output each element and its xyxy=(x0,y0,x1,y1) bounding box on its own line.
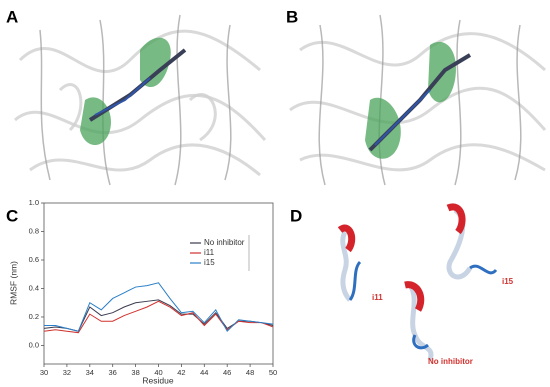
x-tick-label: 38 xyxy=(131,368,139,377)
panel-label: C xyxy=(6,206,18,225)
x-tick-label: 42 xyxy=(177,368,185,377)
x-tick-label: 40 xyxy=(154,368,162,377)
panel-label: B xyxy=(286,7,298,26)
legend-label: i11 xyxy=(204,248,215,257)
structure-label: No inhibitor xyxy=(428,357,473,366)
y-tick-label: 0.4 xyxy=(29,283,39,292)
x-tick-label: 32 xyxy=(63,368,71,377)
x-tick-label: 44 xyxy=(200,368,208,377)
structure-a xyxy=(14,14,267,186)
structure-label: i15 xyxy=(502,277,514,286)
y-tick-label: 0.2 xyxy=(29,312,39,321)
structure-d xyxy=(337,203,498,361)
x-tick-label: 48 xyxy=(246,368,254,377)
x-axis-label: Residue xyxy=(142,375,173,385)
x-tick-label: 50 xyxy=(269,368,277,377)
x-tick-label: 30 xyxy=(40,368,48,377)
x-tick-label: 34 xyxy=(86,368,94,377)
y-axis-label: RMSF (nm) xyxy=(8,261,18,305)
legend-label: i15 xyxy=(204,258,215,267)
y-tick-label: 0.0 xyxy=(29,340,39,349)
y-tick-label: 1.0 xyxy=(29,198,39,207)
structure-label: i11 xyxy=(372,293,383,302)
legend-label: No inhibitor xyxy=(204,238,245,247)
y-tick-label: 0.6 xyxy=(29,255,39,264)
panel-label: D xyxy=(290,206,302,225)
structure-b xyxy=(289,14,547,186)
panel-label: A xyxy=(6,7,18,26)
x-tick-label: 36 xyxy=(109,368,117,377)
series-line xyxy=(43,299,274,332)
series-line xyxy=(44,282,274,333)
x-tick-label: 46 xyxy=(223,368,231,377)
y-tick-label: 0.8 xyxy=(29,226,39,235)
series-line xyxy=(43,300,274,334)
